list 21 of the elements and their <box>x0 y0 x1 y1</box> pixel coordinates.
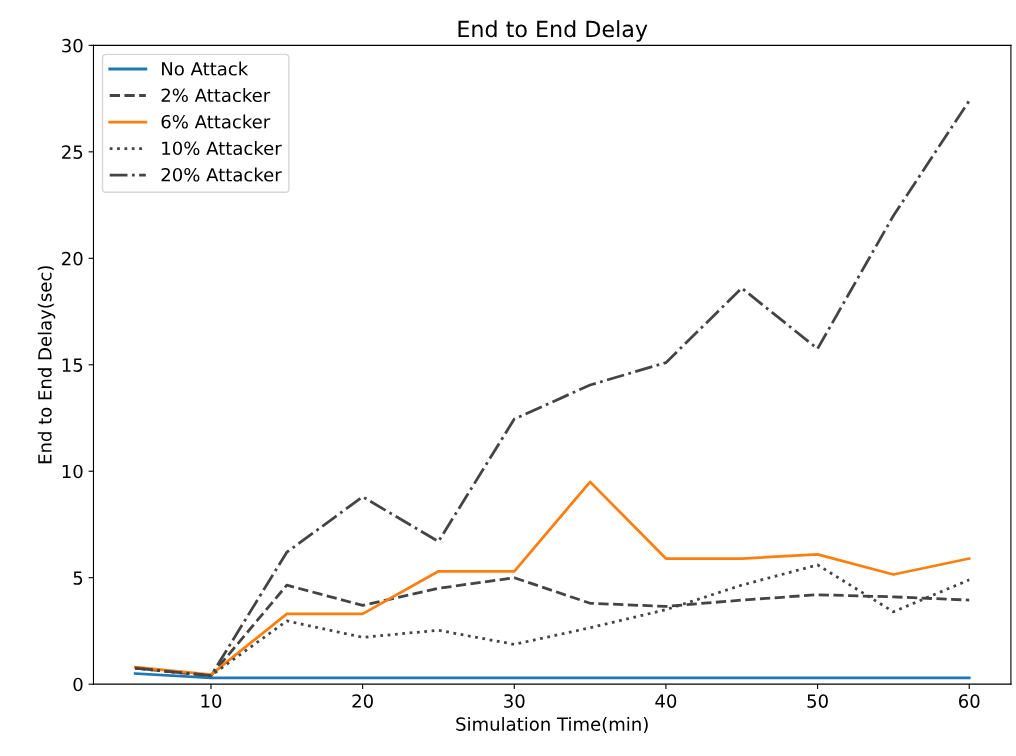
chart-title: End to End Delay <box>458 20 648 42</box>
y-tick-label: 25 <box>62 145 83 159</box>
y-tick-label: 0 <box>73 677 83 692</box>
x-tick-label: 10 <box>201 694 222 708</box>
x-tick-label: 20 <box>352 694 373 708</box>
legend-label: 20% Attacker <box>161 167 282 182</box>
x-tick-label: 60 <box>958 694 980 708</box>
y-tick-label: 20 <box>62 251 83 266</box>
x-axis-title: Simulation Time(min) <box>456 716 648 734</box>
x-tick-label: 30 <box>504 694 525 708</box>
y-tick-label: 10 <box>62 464 83 479</box>
x-tick-label: 40 <box>655 694 677 708</box>
y-axis-title: End to End Delay(sec) <box>37 266 56 464</box>
legend-label: 10% Attacker <box>162 141 282 156</box>
y-tick-label: 15 <box>62 358 83 372</box>
y-tick-label: 5 <box>73 571 83 585</box>
legend-label: No Attack <box>162 61 249 76</box>
legend-label: 2% Attacker <box>161 88 271 103</box>
y-tick-label: 30 <box>62 38 83 53</box>
legend-label: 6% Attacker <box>161 114 271 129</box>
x-tick-label: 50 <box>807 694 828 708</box>
